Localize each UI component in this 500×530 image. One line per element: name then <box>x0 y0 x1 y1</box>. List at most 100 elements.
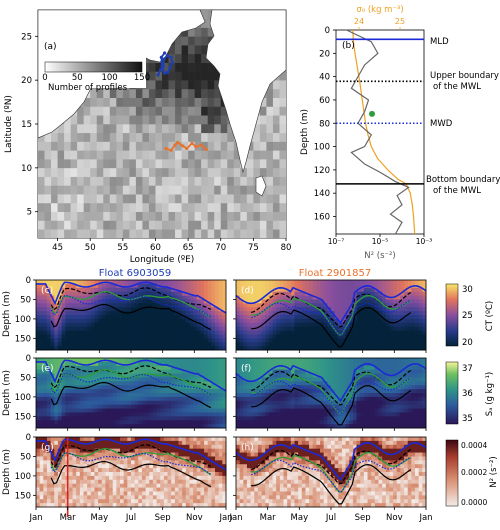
heat-cell <box>334 295 339 300</box>
heat-cell <box>218 287 223 293</box>
heat-cell <box>374 299 379 304</box>
heat-cell <box>389 318 394 324</box>
heat-cell <box>254 291 259 296</box>
heat-cell <box>61 346 66 351</box>
heat-cell <box>163 404 168 409</box>
heat-cell <box>57 283 62 289</box>
heat-cell <box>276 381 281 386</box>
map-cell <box>155 211 163 221</box>
heat-cell <box>389 283 394 289</box>
heat-cell <box>145 408 150 413</box>
heat-cell <box>182 287 187 293</box>
heat-cell <box>50 330 55 335</box>
heat-cell <box>341 299 347 304</box>
heat-cell <box>272 416 277 421</box>
heat-cell <box>261 361 266 367</box>
heat-cell <box>200 385 205 390</box>
heat-cell <box>349 338 354 343</box>
heat-cell <box>83 373 88 378</box>
heat-cell <box>268 334 273 339</box>
heat-cell <box>301 393 306 398</box>
map-cell <box>103 150 111 160</box>
heat-cell <box>185 373 190 378</box>
heat-cell <box>298 307 303 312</box>
heat-cell <box>246 389 252 394</box>
heat-cell <box>415 330 420 335</box>
map-cell <box>266 88 274 98</box>
heat-cell <box>356 346 361 351</box>
heat-cell <box>182 412 187 417</box>
heat-cell <box>345 424 350 429</box>
heat-cell <box>87 377 92 382</box>
heat-cell <box>171 396 176 402</box>
heat-cell <box>112 326 117 331</box>
heat-cell <box>79 420 84 425</box>
heat-cell <box>378 283 383 289</box>
heat-cell <box>57 330 62 335</box>
heat-cell <box>120 318 125 324</box>
map-cell <box>259 194 267 204</box>
heat-cell <box>407 365 412 371</box>
heat-cell <box>207 299 212 304</box>
heat-cell <box>415 295 420 300</box>
heat-cell <box>246 408 252 413</box>
heat-cell <box>389 299 394 304</box>
heat-cell <box>152 416 157 421</box>
heat-cell <box>320 311 325 316</box>
heat-cell <box>109 396 114 402</box>
heat-cell <box>422 342 427 347</box>
map-cell <box>207 211 215 221</box>
map-cell <box>162 150 169 160</box>
heat-cell <box>171 295 176 300</box>
heat-cell <box>105 334 110 339</box>
heat-cell <box>378 311 383 316</box>
heat-cell <box>204 408 209 413</box>
heat-cell <box>83 424 88 429</box>
heat-cell <box>371 311 376 316</box>
heat-cell <box>145 311 150 316</box>
heat-cell <box>407 373 412 378</box>
heat-cell <box>182 408 187 413</box>
heat-cell <box>323 412 328 417</box>
map-cell <box>259 211 267 221</box>
heat-cell <box>356 318 361 324</box>
map-cell <box>77 132 84 142</box>
heat-cell <box>123 280 128 285</box>
heat-cell <box>411 346 416 351</box>
heat-cell <box>105 361 110 367</box>
float-point-2901857 <box>204 147 208 152</box>
heat-cell <box>79 373 84 378</box>
heat-cell <box>193 369 198 374</box>
heat-cell <box>422 322 427 328</box>
map-cell <box>83 229 91 238</box>
y-tick-label: 20 <box>21 76 32 86</box>
heat-cell <box>338 307 343 312</box>
heat-cell <box>174 346 179 351</box>
heat-cell <box>356 326 361 331</box>
heat-cell <box>320 295 325 300</box>
heat-cell <box>68 393 73 398</box>
heat-cell <box>349 283 354 289</box>
map-cell <box>148 124 156 134</box>
heat-cell <box>123 408 128 413</box>
heat-cell <box>411 396 416 402</box>
heat-cell <box>185 334 190 339</box>
heat-cell <box>39 491 44 496</box>
heat-cell <box>298 311 303 316</box>
heat-cell <box>189 373 194 378</box>
heat-cell <box>371 338 376 343</box>
heat-cell <box>193 307 198 312</box>
heat-cell <box>407 283 412 289</box>
heat-cell <box>341 361 347 367</box>
heat-cell <box>400 280 405 285</box>
heat-cell <box>298 412 303 417</box>
heat-cell <box>200 416 205 421</box>
heat-cell <box>185 346 190 351</box>
heat-cell <box>385 393 390 398</box>
heat-cell <box>156 311 161 316</box>
heat-cell <box>109 424 114 429</box>
heat-cell <box>149 385 154 390</box>
heat-cell <box>327 396 332 402</box>
heat-cell <box>193 342 198 347</box>
heat-cell <box>236 318 241 324</box>
